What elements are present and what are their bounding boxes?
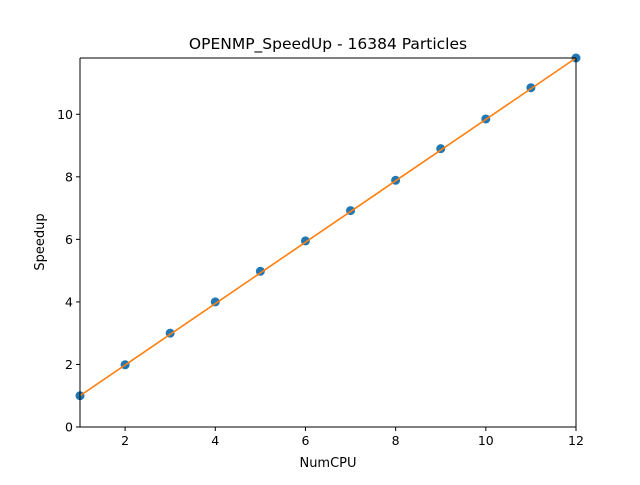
y-axis-label: Speedup — [33, 213, 48, 270]
y-tick-label-0: 0 — [65, 420, 73, 435]
chart-title: OPENMP_SpeedUp - 16384 Particles — [189, 35, 467, 54]
y-tick-label-10: 10 — [57, 107, 73, 122]
axes-spines — [79, 57, 577, 428]
x-tick-label-6: 6 — [301, 433, 309, 448]
x-tick-label-4: 4 — [211, 433, 219, 448]
series-layer — [75, 53, 581, 401]
x-tick-label-10: 10 — [478, 433, 494, 448]
y-tick-label-4: 4 — [65, 294, 73, 309]
y-axis-ticks: 0 2 4 6 8 10 — [57, 107, 80, 435]
plot-area — [80, 58, 576, 427]
x-axis-ticks: 2 4 6 8 10 12 — [121, 427, 584, 448]
data-point-4 — [210, 297, 220, 307]
y-tick-label-8: 8 — [65, 169, 73, 184]
x-tick-label-8: 8 — [392, 433, 400, 448]
x-axis-label: NumCPU — [299, 456, 356, 471]
fit-line — [79, 57, 577, 397]
y-tick-label-6: 6 — [65, 232, 73, 247]
x-tick-label-12: 12 — [568, 433, 584, 448]
y-tick-label-2: 2 — [65, 357, 73, 372]
x-tick-label-2: 2 — [121, 433, 129, 448]
